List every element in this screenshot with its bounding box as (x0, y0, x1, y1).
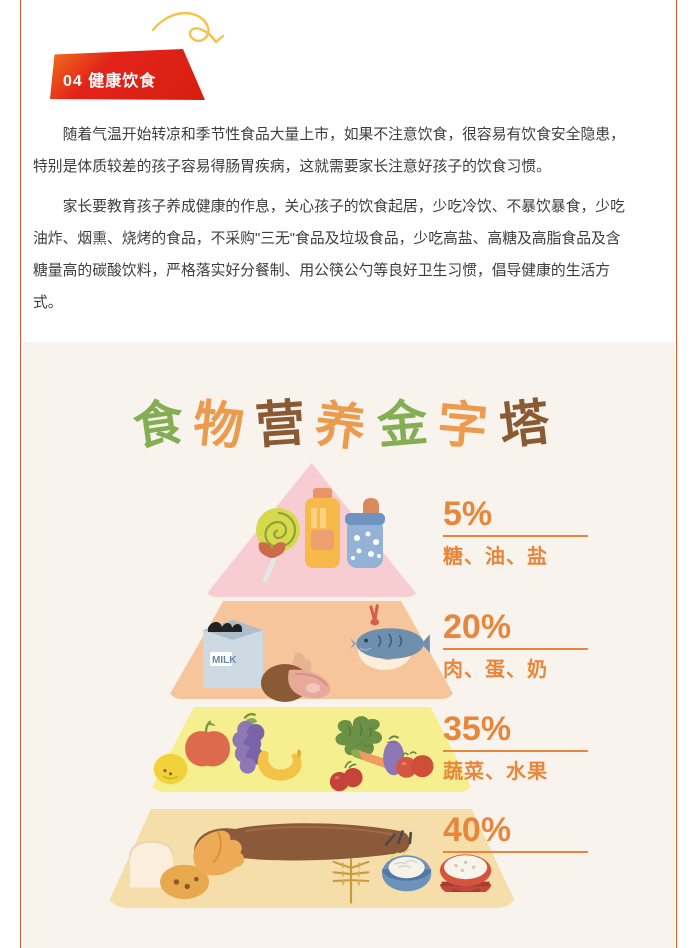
svg-text:MILK: MILK (212, 655, 237, 666)
